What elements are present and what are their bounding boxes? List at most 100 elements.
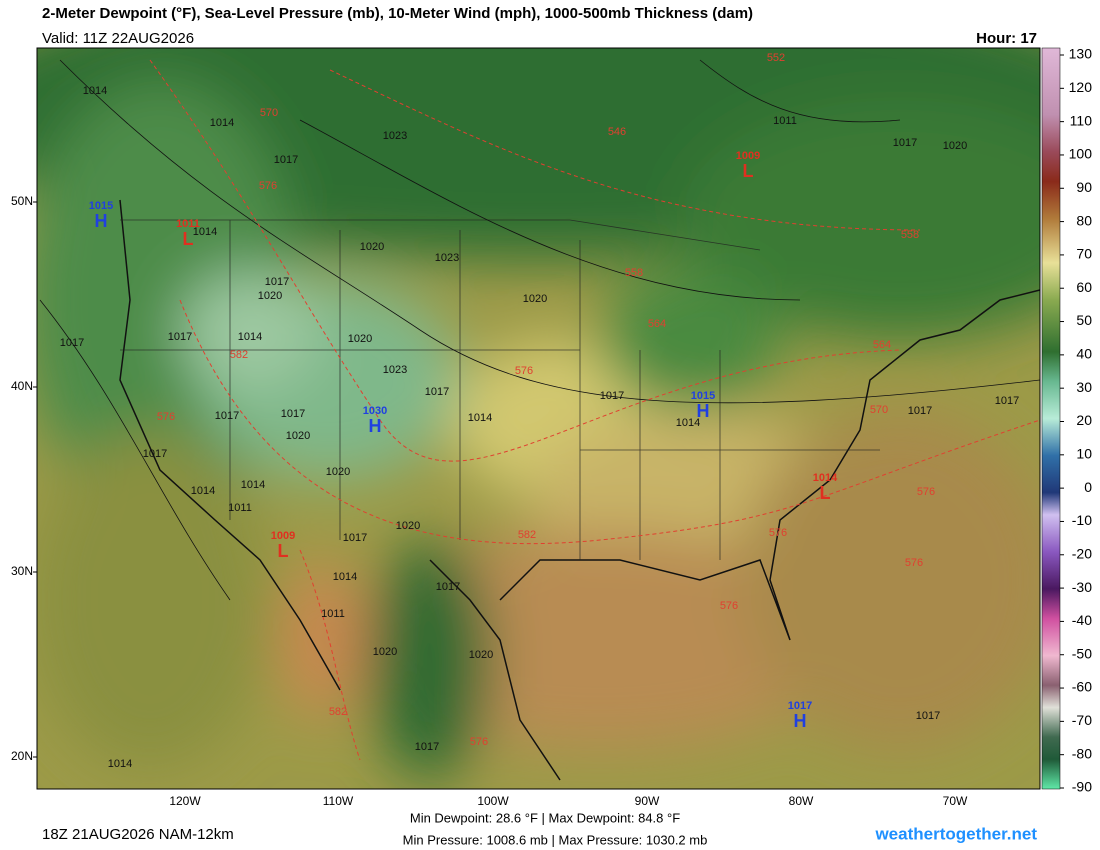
isobar-label: 1014 — [210, 117, 234, 129]
forecast-hour: Hour: 17 — [976, 30, 1037, 47]
pressure-center-letter: L — [278, 541, 289, 561]
pressure-center-value: 1014 — [813, 472, 838, 484]
latitude-label: 20N — [11, 749, 33, 763]
longitude-label: 100W — [477, 794, 509, 808]
isobar-label: 1020 — [396, 520, 420, 532]
isobar-label: 1017 — [995, 395, 1019, 407]
latitude-label: 40N — [11, 379, 33, 393]
isobar-label: 1014 — [468, 412, 492, 424]
isobar-label: 1017 — [281, 408, 305, 420]
colorbar-tick-label: 100 — [1069, 146, 1093, 162]
pressure-center-value: 1009 — [271, 530, 295, 542]
isobar-label: 1017 — [274, 154, 298, 166]
colorbar-tick-label: 30 — [1076, 379, 1092, 395]
thickness-label: 558 — [901, 229, 919, 241]
isobar-label: 1023 — [383, 130, 407, 142]
colorbar-tick-label: -80 — [1072, 745, 1092, 761]
pressure-center-letter: L — [183, 229, 194, 249]
thickness-label: 564 — [873, 339, 891, 351]
isobar-label: 1014 — [191, 485, 215, 497]
latitude-label: 30N — [11, 564, 33, 578]
colorbar-tick-label: 120 — [1069, 79, 1093, 95]
colorbar-tick-label: 80 — [1076, 212, 1092, 228]
colorbar-tick-label: 40 — [1076, 346, 1092, 362]
longitude-label: 120W — [169, 794, 201, 808]
pressure-center-value: 1011 — [176, 218, 200, 230]
colorbar-tick-label: 50 — [1076, 312, 1092, 328]
colorbar-tick-label: 0 — [1084, 479, 1092, 495]
borders — [120, 219, 880, 560]
isobar-label: 1020 — [326, 466, 350, 478]
isobar-label: 1020 — [943, 140, 967, 152]
colorbar-tick-label: -60 — [1072, 679, 1092, 695]
isobar-label: 1023 — [435, 252, 459, 264]
pressure-center-value: 1009 — [736, 150, 760, 162]
map-frame — [36, 47, 1041, 790]
pressure-center-letter: H — [697, 401, 710, 421]
thickness-label: 576 — [515, 365, 533, 377]
colorbar-tick-label: 110 — [1070, 112, 1093, 128]
isobar-label: 1020 — [360, 241, 384, 253]
thickness-lines — [149, 59, 1040, 761]
colorbar-tick-label: 90 — [1076, 179, 1092, 195]
thickness-label: 576 — [470, 736, 488, 748]
isobar-label: 1011 — [773, 115, 797, 127]
dewpoint-field — [37, 48, 1040, 780]
pressure-range: Min Pressure: 1008.6 mb | Max Pressure: … — [403, 832, 708, 847]
site-name[interactable]: weathertogether.net — [874, 824, 1037, 843]
pressure-center-letter: H — [794, 711, 807, 731]
isobar-label: 1017 — [425, 386, 449, 398]
isobar-label: 1014 — [333, 571, 357, 583]
colorbar — [1041, 47, 1061, 790]
isobar-label: 1020 — [286, 430, 310, 442]
axis-labels: 50N 40N 30N 20N 120W 110W 100W 90W 80W 70W — [11, 194, 968, 808]
longitude-label: 70W — [943, 794, 968, 808]
thickness-label: 546 — [608, 126, 626, 138]
title: 2-Meter Dewpoint (°F), Sea-Level Pressur… — [42, 5, 753, 22]
isobar-label: 1014 — [676, 417, 700, 429]
valid-time: Valid: 11Z 22AUG2026 — [42, 30, 194, 47]
colorbar-tick-label: -70 — [1072, 712, 1092, 728]
thickness-label: 564 — [648, 318, 666, 330]
isobar-label: 1017 — [893, 137, 917, 149]
isobar-label: 1017 — [916, 710, 940, 722]
isobar-label: 1014 — [83, 85, 107, 97]
colorbar-tick-label: -50 — [1072, 645, 1092, 661]
colorbar-tick-label: 130 — [1069, 46, 1093, 62]
thickness-label: 570 — [260, 107, 278, 119]
isobar-label: 1011 — [321, 608, 345, 620]
thickness-label: 576 — [905, 557, 923, 569]
pressure-center-value: 1017 — [788, 700, 812, 712]
isobar-label: 1020 — [373, 646, 397, 658]
isobar-label: 1017 — [908, 405, 932, 417]
isobar-label: 1017 — [215, 410, 239, 422]
isobar-label: 1011 — [228, 502, 252, 514]
thickness-label: 576 — [157, 411, 175, 423]
isobar-label: 1017 — [143, 448, 167, 460]
colorbar-tick-label: -20 — [1072, 545, 1092, 561]
longitude-label: 110W — [323, 794, 354, 808]
colorbar-tick-label: 10 — [1076, 446, 1092, 462]
pressure-center-letter: H — [369, 416, 382, 436]
thickness-label: 576 — [917, 486, 935, 498]
pressure-center-letter: L — [743, 161, 754, 181]
pressure-center-value: 1030 — [363, 405, 387, 417]
pressure-center-letter: H — [95, 211, 108, 231]
isobar-label: 1020 — [523, 293, 547, 305]
thickness-label: 576 — [769, 527, 787, 539]
colorbar-tick-label: -10 — [1072, 512, 1092, 528]
model-run: 18Z 21AUG2026 NAM-12km — [42, 826, 234, 843]
thickness-label: 582 — [230, 349, 248, 361]
thickness-label: 558 — [625, 267, 643, 279]
pressure-center-value: 1015 — [691, 390, 715, 402]
isobar-label: 1014 — [241, 479, 265, 491]
isobar-label: 1017 — [343, 532, 367, 544]
thickness-label: 576 — [720, 600, 738, 612]
isobar-label: 1017 — [60, 337, 84, 349]
colorbar-tick-label: -30 — [1072, 579, 1092, 595]
isobar-label: 1020 — [258, 290, 282, 302]
isobar-label: 1014 — [238, 331, 262, 343]
